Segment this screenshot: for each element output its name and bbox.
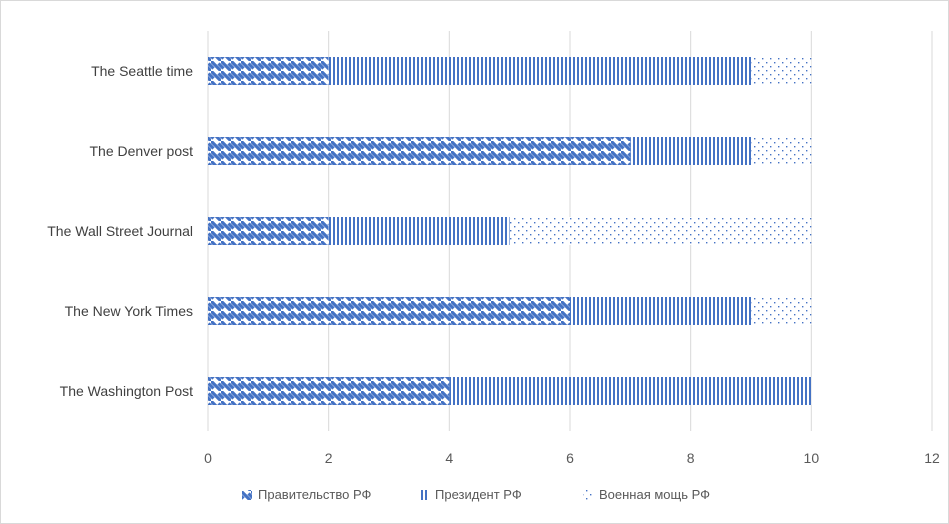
bar-segment bbox=[328, 57, 751, 85]
bar-segment bbox=[328, 217, 510, 245]
bar-segment bbox=[208, 377, 450, 405]
legend-label: Президент РФ bbox=[435, 487, 522, 502]
bar-segment bbox=[509, 217, 812, 245]
bar-segment bbox=[630, 137, 751, 165]
category-label: The Seattle time bbox=[91, 63, 193, 79]
bar-segment bbox=[751, 297, 812, 325]
bars bbox=[208, 57, 812, 405]
bar-segment bbox=[208, 217, 329, 245]
category-label: The Wall Street Journal bbox=[47, 223, 193, 239]
legend: Правительство РФ Президент РФ Военная мощь… bbox=[242, 487, 710, 502]
legend-swatch bbox=[242, 490, 252, 500]
y-axis-category-labels: The Washington Post The New York Times The… bbox=[47, 63, 193, 399]
legend-swatch bbox=[419, 490, 429, 500]
category-label: The New York Times bbox=[65, 303, 193, 319]
x-tick-label: 8 bbox=[687, 450, 695, 466]
legend-swatch bbox=[583, 490, 593, 500]
x-tick-label: 12 bbox=[924, 450, 940, 466]
legend-label: Правительство РФ bbox=[258, 487, 372, 502]
bar-segment bbox=[208, 57, 329, 85]
x-tick-label: 10 bbox=[804, 450, 820, 466]
bar-segment bbox=[449, 377, 812, 405]
x-tick-label: 0 bbox=[204, 450, 212, 466]
legend-label: Военная мощь РФ bbox=[599, 487, 710, 502]
bar-segment bbox=[570, 297, 751, 325]
bar-segment bbox=[751, 137, 812, 165]
bar-segment bbox=[751, 57, 812, 85]
x-axis-tick-labels: 0 2 4 6 8 10 12 bbox=[204, 450, 940, 466]
bar-segment bbox=[208, 137, 631, 165]
category-label: The Washington Post bbox=[60, 383, 193, 399]
x-tick-label: 4 bbox=[445, 450, 453, 466]
bar-segment bbox=[208, 297, 570, 325]
x-tick-label: 6 bbox=[566, 450, 574, 466]
category-label: The Denver post bbox=[90, 143, 194, 159]
x-tick-label: 2 bbox=[325, 450, 333, 466]
